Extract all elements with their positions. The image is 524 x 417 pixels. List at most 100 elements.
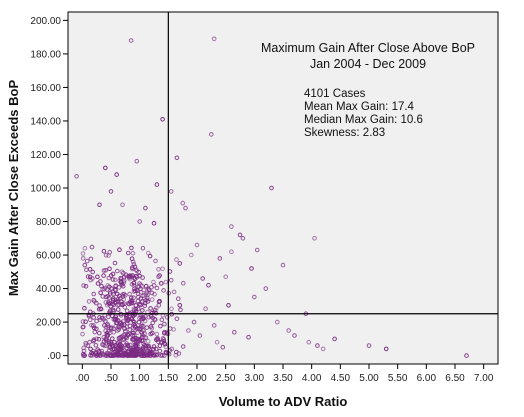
data-point [200, 276, 205, 281]
data-point [83, 319, 88, 325]
data-point [149, 297, 155, 302]
y-axis: .00 20.00 40.00 60.00 80.00 100.00 120.00 140.0… [30, 16, 68, 362]
data-point [114, 344, 119, 350]
data-point [139, 283, 145, 289]
data-point [163, 344, 169, 350]
data-point [80, 256, 86, 261]
y-tick-label: .00 [47, 351, 61, 362]
data-point [84, 267, 89, 273]
data-point [92, 325, 97, 331]
data-point [139, 334, 145, 340]
data-point [151, 344, 157, 349]
data-point [85, 274, 91, 279]
data-point [130, 273, 135, 278]
data-point [82, 262, 88, 268]
annotation-median: Median Max Gain: 10.6 [304, 114, 423, 126]
data-point [171, 289, 177, 295]
data-point [275, 319, 280, 325]
data-point [91, 291, 96, 297]
data-point [111, 352, 116, 358]
data-point [138, 351, 143, 357]
data-point [292, 333, 297, 338]
data-point [161, 337, 166, 342]
data-point [127, 291, 132, 297]
data-point [89, 323, 94, 328]
x-axis-title: Volume to ADV Ratio [219, 394, 348, 409]
data-point [101, 342, 107, 348]
x-tick-label: 2.00 [187, 373, 207, 384]
data-point [88, 346, 93, 352]
data-point [111, 296, 116, 302]
x-axis: .00 .50 1.00 1.50 2.00 2.50 3.00 3.50 4.00 4.50 5.… [75, 364, 494, 384]
data-point [114, 172, 119, 177]
y-tick-label: 160.00 [30, 83, 61, 94]
data-point [111, 317, 117, 322]
data-point [131, 330, 136, 336]
data-point [104, 287, 110, 292]
data-point [306, 339, 312, 345]
data-point [156, 267, 161, 272]
data-point [80, 319, 86, 324]
data-point [120, 334, 125, 339]
y-tick-label: 140.00 [30, 116, 61, 127]
data-point [162, 321, 167, 327]
data-point [118, 346, 124, 352]
data-point [129, 298, 135, 304]
data-point [103, 268, 108, 273]
data-point [117, 339, 122, 345]
data-point [145, 338, 151, 344]
data-point [74, 174, 79, 179]
data-point [114, 320, 120, 326]
data-point [94, 300, 99, 306]
data-point [161, 288, 166, 293]
data-point [97, 315, 102, 320]
data-point [97, 303, 102, 308]
data-point [134, 158, 140, 164]
data-point [86, 299, 92, 304]
data-point [147, 253, 153, 259]
data-point [232, 329, 237, 335]
data-point [140, 308, 145, 313]
data-point [111, 291, 116, 297]
data-point [90, 269, 95, 275]
data-point [119, 282, 124, 288]
data-point [82, 245, 88, 251]
data-point [151, 279, 156, 285]
x-tick-label: 2.50 [216, 373, 236, 384]
data-point [122, 305, 128, 310]
data-point [81, 348, 87, 354]
plot-area [67, 11, 499, 365]
data-point [168, 277, 174, 283]
data-point [121, 353, 127, 358]
data-point [118, 296, 123, 301]
data-point [142, 318, 148, 324]
x-tick-label: 3.50 [273, 373, 293, 384]
data-point [160, 266, 165, 272]
data-point [107, 249, 112, 255]
data-point [110, 277, 116, 282]
data-point [163, 279, 169, 285]
data-point [137, 273, 142, 279]
data-point [102, 343, 107, 349]
data-point [254, 247, 260, 253]
data-point [89, 244, 95, 250]
data-point [183, 205, 188, 211]
data-point [103, 165, 108, 171]
data-point [152, 291, 157, 297]
data-point [181, 280, 186, 286]
data-point [104, 331, 110, 336]
data-point [320, 346, 326, 352]
data-point [134, 338, 139, 344]
x-tick-label: .50 [104, 373, 118, 384]
data-point [153, 258, 158, 264]
data-point [148, 331, 153, 337]
data-point [111, 307, 116, 313]
data-point [197, 333, 203, 338]
data-point [117, 278, 122, 284]
data-point [81, 283, 86, 288]
data-point [180, 344, 186, 349]
data-point [252, 294, 257, 300]
data-point [151, 352, 156, 358]
data-point [138, 312, 143, 317]
data-point [152, 307, 158, 313]
